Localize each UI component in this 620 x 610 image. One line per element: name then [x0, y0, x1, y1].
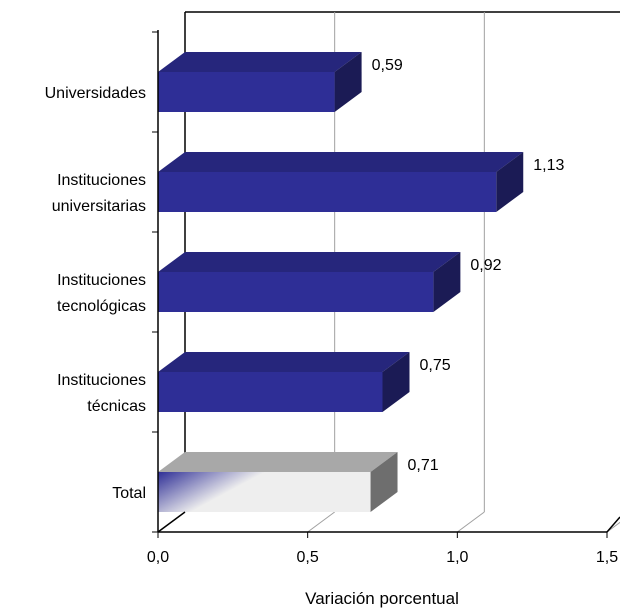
category-label-line-2-0: Instituciones	[57, 272, 146, 289]
x-axis-label: Variación porcentual	[305, 589, 459, 608]
value-label-3: 0,75	[420, 357, 451, 374]
bar-top-1	[158, 152, 524, 172]
category-label-line-3-1: técnicas	[87, 398, 146, 415]
bar-2	[158, 252, 461, 312]
floor-gridline-2	[457, 511, 485, 533]
bar-0	[158, 52, 362, 112]
category-label-line-3-0: Instituciones	[57, 372, 146, 389]
bar-side-3	[382, 352, 410, 412]
x-tick-label-3: 1,5	[596, 549, 618, 566]
value-label-0: 0,59	[372, 57, 403, 74]
bar-top-0	[158, 52, 362, 72]
floor-gridline-3	[606, 521, 620, 533]
x-tick-label-2: 1,0	[446, 549, 468, 566]
category-label-3: Instituciones técnicas	[57, 372, 146, 415]
x-tick-label-0: 0,0	[147, 549, 169, 566]
bar-front-4	[158, 472, 371, 512]
bars-layer: 0,59 Universidades 1,13 Instituciones univer…	[45, 52, 564, 512]
bar-1	[158, 152, 524, 212]
x-tick-label-1: 0,5	[297, 549, 319, 566]
bar-front-2	[158, 272, 434, 312]
floor-gridline-1	[307, 511, 335, 533]
category-label-4: Total	[112, 485, 146, 502]
category-label-2: Instituciones tecnológicas	[57, 272, 146, 315]
bar-4	[158, 452, 398, 512]
category-label-line-2-1: tecnológicas	[57, 298, 146, 315]
value-label-1: 1,13	[533, 157, 564, 174]
bar-front-0	[158, 72, 335, 112]
bar-front-3	[158, 372, 383, 412]
bar-side-2	[433, 252, 461, 312]
bar-side-4	[370, 452, 398, 512]
category-label-line-0-0: Universidades	[45, 85, 146, 102]
bar-side-0	[334, 52, 362, 112]
bar-3	[158, 352, 410, 412]
category-label-line-1-0: Instituciones	[57, 172, 146, 189]
floor-left-edge	[157, 511, 186, 533]
category-label-line-1-1: universitarias	[52, 198, 146, 215]
value-label-4: 0,71	[408, 457, 439, 474]
plot-front-layer: 0,0 0,5 1,0 1,5	[147, 30, 620, 566]
bar-top-4	[158, 452, 398, 472]
category-label-0: Universidades	[45, 85, 146, 102]
bar-front-1	[158, 172, 497, 212]
category-label-1: Instituciones universitarias	[52, 172, 146, 215]
bar-side-1	[496, 152, 524, 212]
floor-right-edge	[606, 516, 620, 533]
category-label-line-4-0: Total	[112, 485, 146, 502]
value-label-2: 0,92	[470, 257, 501, 274]
bar-top-2	[158, 252, 461, 272]
bar-top-3	[158, 352, 410, 372]
